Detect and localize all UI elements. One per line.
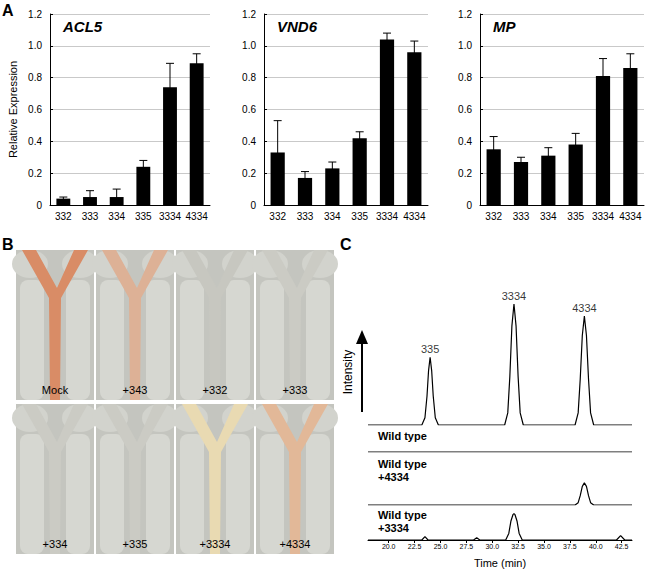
svg-text:0.4: 0.4 (28, 136, 42, 147)
svg-text:ACL5: ACL5 (62, 18, 103, 35)
svg-text:335: 335 (351, 211, 368, 222)
svg-text:+4334: +4334 (280, 538, 311, 550)
svg-text:3334: 3334 (592, 211, 615, 222)
svg-text:+3334: +3334 (200, 538, 231, 550)
svg-text:+3334: +3334 (378, 522, 410, 534)
svg-text:3334: 3334 (502, 290, 526, 302)
svg-text:A: A (2, 2, 14, 19)
svg-text:0.2: 0.2 (242, 168, 256, 179)
svg-text:0.8: 0.8 (242, 72, 256, 83)
svg-text:Wild type: Wild type (378, 430, 427, 442)
svg-text:0.8: 0.8 (458, 72, 472, 83)
svg-text:+333: +333 (283, 384, 308, 396)
svg-text:+4334: +4334 (378, 471, 410, 483)
svg-text:333: 333 (297, 211, 314, 222)
svg-text:335: 335 (567, 211, 584, 222)
svg-text:+334: +334 (43, 538, 68, 550)
svg-text:+335: +335 (123, 538, 148, 550)
svg-text:+332: +332 (203, 384, 228, 396)
svg-text:0.6: 0.6 (458, 104, 472, 115)
svg-text:4334: 4334 (186, 211, 209, 222)
svg-text:0.6: 0.6 (28, 104, 42, 115)
svg-text:0: 0 (466, 200, 472, 211)
svg-text:4334: 4334 (619, 211, 642, 222)
svg-text:B: B (2, 236, 14, 253)
svg-text:30.0: 30.0 (485, 543, 499, 550)
svg-text:C: C (340, 236, 352, 253)
svg-text:Wild type: Wild type (378, 509, 427, 521)
svg-text:332: 332 (485, 211, 502, 222)
svg-text:1.2: 1.2 (458, 9, 472, 20)
svg-text:334: 334 (540, 211, 557, 222)
svg-text:Relative Expression: Relative Expression (7, 61, 19, 158)
svg-text:335: 335 (135, 211, 152, 222)
svg-text:+343: +343 (123, 384, 148, 396)
svg-text:334: 334 (108, 211, 125, 222)
svg-text:4334: 4334 (572, 302, 596, 314)
svg-text:335: 335 (421, 343, 439, 355)
svg-text:MP: MP (493, 18, 516, 35)
svg-text:1.2: 1.2 (242, 9, 256, 20)
svg-text:20.0: 20.0 (382, 543, 396, 550)
svg-text:332: 332 (269, 211, 286, 222)
svg-text:4334: 4334 (403, 211, 426, 222)
svg-text:0.2: 0.2 (458, 168, 472, 179)
svg-text:1.2: 1.2 (28, 9, 42, 20)
svg-text:27.5: 27.5 (460, 543, 474, 550)
svg-text:3334: 3334 (376, 211, 399, 222)
svg-text:333: 333 (82, 211, 99, 222)
svg-text:0.4: 0.4 (458, 136, 472, 147)
svg-text:VND6: VND6 (277, 18, 318, 35)
svg-text:334: 334 (324, 211, 341, 222)
svg-text:32.5: 32.5 (511, 543, 525, 550)
svg-text:Time (min): Time (min) (474, 557, 526, 569)
svg-text:40.0: 40.0 (589, 543, 603, 550)
svg-text:332: 332 (55, 211, 72, 222)
svg-text:1.0: 1.0 (242, 40, 256, 51)
svg-text:37.5: 37.5 (563, 543, 577, 550)
svg-text:3334: 3334 (159, 211, 182, 222)
svg-text:25.0: 25.0 (434, 543, 448, 550)
svg-text:1.0: 1.0 (458, 40, 472, 51)
svg-text:0: 0 (250, 200, 256, 211)
svg-text:333: 333 (513, 211, 530, 222)
svg-text:Intensity: Intensity (341, 350, 355, 395)
svg-text:22.5: 22.5 (408, 543, 422, 550)
svg-text:0.4: 0.4 (242, 136, 256, 147)
svg-text:0.2: 0.2 (28, 168, 42, 179)
svg-text:1.0: 1.0 (28, 40, 42, 51)
svg-text:35.0: 35.0 (537, 543, 551, 550)
svg-text:0.6: 0.6 (242, 104, 256, 115)
svg-text:Mock: Mock (42, 384, 69, 396)
svg-text:42.5: 42.5 (615, 543, 629, 550)
svg-text:0.8: 0.8 (28, 72, 42, 83)
svg-text:0: 0 (36, 200, 42, 211)
svg-text:Wild type: Wild type (378, 458, 427, 470)
